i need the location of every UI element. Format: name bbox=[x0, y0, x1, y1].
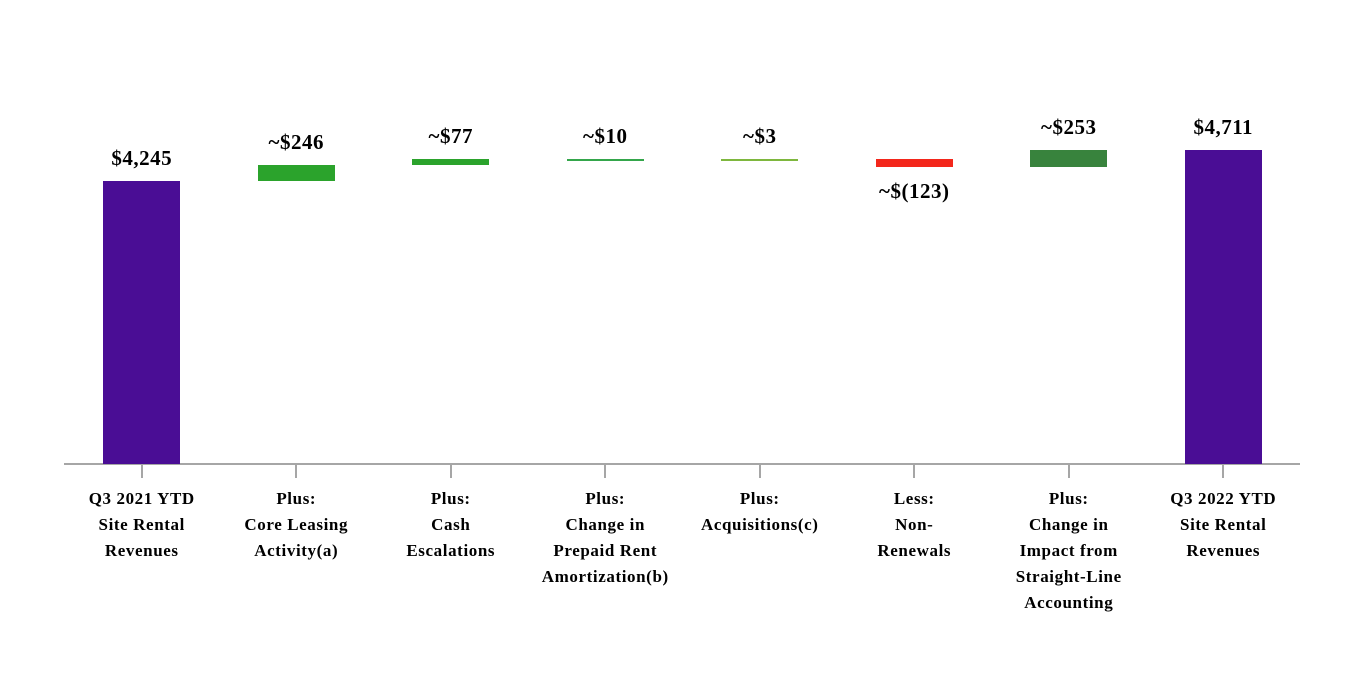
x-axis-tick bbox=[604, 464, 607, 478]
category-label-non-renewals: Less: Non- Renewals bbox=[877, 489, 952, 560]
value-label-q3-2021-ytd-site-rental-revenues: $4,245 bbox=[111, 146, 173, 170]
category-label-q3-2021-ytd-site-rental-revenues: Q3 2021 YTD Site Rental Revenues bbox=[88, 489, 195, 560]
x-axis-tick bbox=[758, 464, 761, 478]
bar-core-leasing-activity bbox=[257, 164, 335, 181]
value-label-acquisitions: ~$3 bbox=[743, 123, 777, 148]
value-label-non-renewals: ~$(123) bbox=[879, 178, 950, 203]
x-axis-tick bbox=[1222, 464, 1225, 478]
bar-q3-2022-ytd-site-rental-revenues bbox=[1184, 149, 1262, 464]
x-axis-tick bbox=[913, 464, 916, 478]
category-label-change-in-prepaid-rent-amortization: Plus: Change in Prepaid Rent Amortizatio… bbox=[541, 489, 669, 586]
x-axis-tick bbox=[449, 464, 452, 478]
bar-q3-2021-ytd-site-rental-revenues bbox=[103, 181, 181, 464]
category-label-cash-escalations: Plus: Cash Escalations bbox=[406, 489, 496, 560]
category-label-core-leasing-activity: Plus: Core Leasing Activity(a) bbox=[244, 489, 349, 560]
category-label-q3-2022-ytd-site-rental-revenues: Q3 2022 YTD Site Rental Revenues bbox=[1170, 489, 1277, 560]
x-axis-tick bbox=[140, 464, 143, 478]
value-label-core-leasing-activity: ~$246 bbox=[268, 129, 324, 154]
x-axis-line bbox=[64, 463, 1300, 465]
value-label-change-in-impact-from-straight-line-accounting: ~$253 bbox=[1041, 114, 1097, 139]
bar-change-in-impact-from-straight-line-accounting bbox=[1030, 149, 1108, 167]
bar-non-renewals bbox=[875, 158, 953, 167]
category-label-change-in-impact-from-straight-line-accounting: Plus: Change in Impact from Straight-Lin… bbox=[1015, 489, 1122, 612]
value-label-change-in-prepaid-rent-amortization: ~$10 bbox=[583, 123, 628, 148]
x-axis-tick bbox=[295, 464, 298, 478]
x-axis-tick bbox=[1067, 464, 1070, 478]
value-label-cash-escalations: ~$77 bbox=[428, 124, 473, 149]
bar-cash-escalations bbox=[412, 159, 490, 165]
bar-change-in-prepaid-rent-amortization bbox=[566, 158, 644, 162]
bar-acquisitions bbox=[721, 158, 799, 162]
value-label-q3-2022-ytd-site-rental-revenues: $4,711 bbox=[1193, 114, 1254, 139]
category-label-acquisitions: Plus: Acquisitions(c) bbox=[700, 489, 819, 534]
